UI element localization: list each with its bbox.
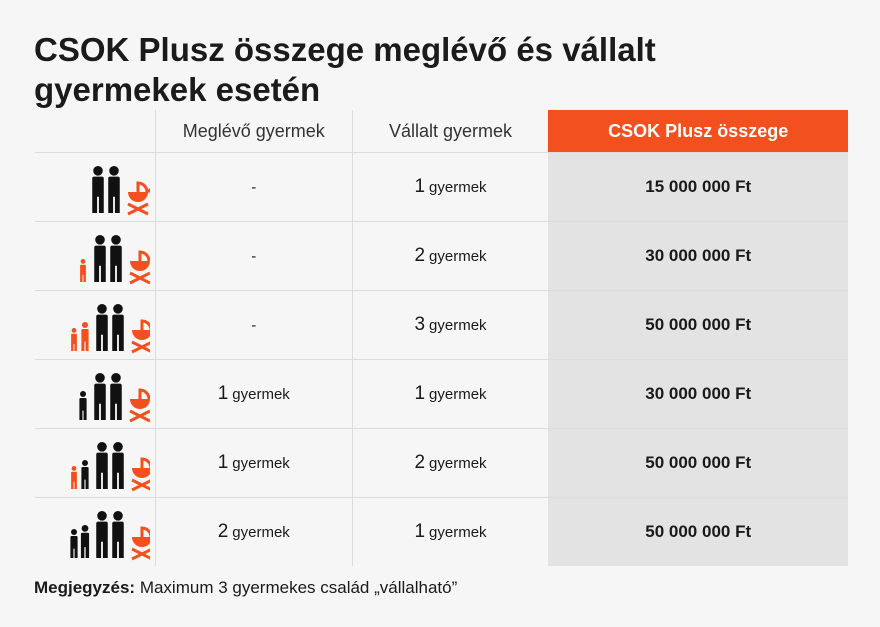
committed-children-cell: 1 gyermek [351,360,549,428]
table-row: -3 gyermek 50 000 000 Ft [35,290,849,359]
page-title: CSOK Plusz összege meglévő és vállalt gy… [34,31,656,108]
family-icon-cell [35,291,155,359]
family-icon [92,166,150,216]
family-icon-cell [35,222,155,290]
existing-children-cell: - [154,291,352,359]
existing-count: 1 [217,452,229,473]
existing-dash: - [251,316,257,334]
family-icon-cell [35,360,155,428]
table-row: 2 gyermek 1 gyermek 50 000 000 Ft [35,497,849,566]
header-icon-column [35,110,155,152]
existing-children-cell: 2 gyermek [154,498,352,566]
table-row: 1 gyermek 2 gyermek 50 000 000 Ft [35,428,849,497]
existing-dash: - [251,247,257,265]
committed-count: 1 [414,176,426,197]
csok-amount-cell: 30 000 000 Ft [548,360,849,428]
committed-unit: gyermek [429,523,487,541]
committed-unit: gyermek [429,247,487,265]
committed-unit: gyermek [429,316,487,334]
csok-amount-cell: 50 000 000 Ft [548,498,849,566]
footnote-text: Maximum 3 gyermekes család „vállalható” [135,578,458,597]
family-icon-cell [35,429,155,497]
existing-children-cell: 1 gyermek [154,360,352,428]
table-header-row: Meglévő gyermek Vállalt gyermek CSOK Plu… [35,110,849,152]
footnote-label: Megjegyzés: [34,578,136,597]
committed-children-cell: 3 gyermek [351,291,549,359]
committed-children-cell: 1 gyermek [351,498,549,566]
committed-count: 1 [414,521,426,542]
table-row: -2 gyermek 30 000 000 Ft [35,221,849,290]
table-row: 1 gyermek 1 gyermek 30 000 000 Ft [35,359,849,428]
table-body: -1 gyermek 15 000 000 Ft -2 gyermek 30 000 0… [35,152,849,566]
header-csok-amount: CSOK Plusz összege [548,110,849,152]
family-icon [79,373,150,423]
existing-dash: - [251,178,257,196]
committed-children-cell: 1 gyermek [351,153,549,221]
header-committed-children: Vállalt gyermek [351,110,549,152]
table-row: -1 gyermek 15 000 000 Ft [35,152,849,221]
committed-count: 3 [414,314,426,335]
committed-count: 1 [414,383,426,404]
csok-amount-cell: 50 000 000 Ft [548,429,849,497]
committed-count: 2 [414,245,426,266]
existing-unit: gyermek [232,454,290,472]
existing-children-cell: - [154,222,352,290]
existing-count: 2 [217,521,229,542]
committed-unit: gyermek [429,178,487,196]
footnote: Megjegyzés: Maximum 3 gyermekes család „… [34,578,457,598]
committed-unit: gyermek [429,454,487,472]
header-existing-children: Meglévő gyermek [154,110,352,152]
family-icon-cell [35,498,155,566]
committed-children-cell: 2 gyermek [351,222,549,290]
committed-unit: gyermek [429,385,487,403]
csok-amount-cell: 15 000 000 Ft [548,153,849,221]
existing-children-cell: 1 gyermek [154,429,352,497]
csok-amount-cell: 50 000 000 Ft [548,291,849,359]
family-icon [71,442,150,492]
csok-table: Meglévő gyermek Vállalt gyermek CSOK Plu… [35,110,849,566]
family-icon-cell [35,153,155,221]
committed-children-cell: 2 gyermek [351,429,549,497]
existing-count: 1 [217,383,229,404]
csok-amount-cell: 30 000 000 Ft [548,222,849,290]
family-icon [80,235,150,285]
existing-children-cell: - [154,153,352,221]
existing-unit: gyermek [232,385,290,403]
committed-count: 2 [414,452,426,473]
family-icon [70,511,150,561]
family-icon [71,304,150,354]
existing-unit: gyermek [232,523,290,541]
